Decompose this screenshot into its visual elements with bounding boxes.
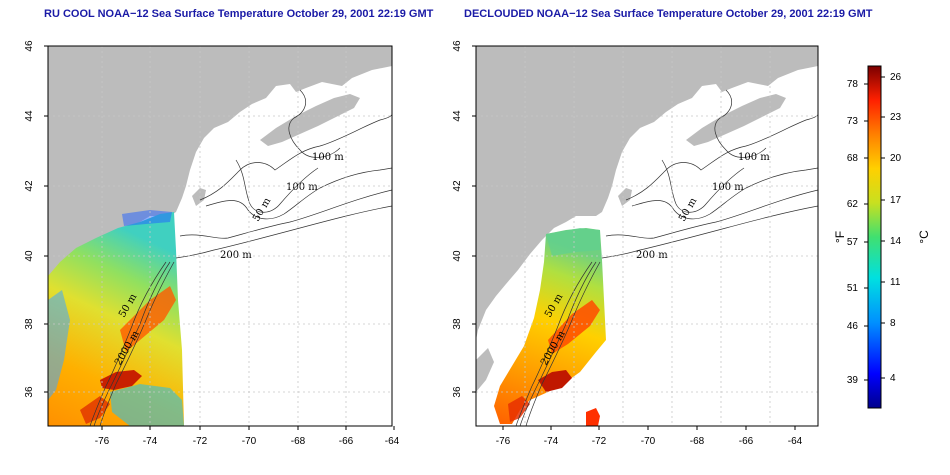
celsius-tick-label: 8 — [890, 318, 896, 329]
right-land-mass — [476, 46, 818, 340]
left-panel-title: RU COOL NOAA−12 Sea Surface Temperature … — [44, 8, 434, 20]
fahrenheit-tick-label: 73 — [847, 116, 859, 127]
fahrenheit-tick-label: 51 — [847, 283, 859, 294]
left-y-tick-label: 40 — [24, 250, 35, 262]
right-sst-field — [494, 228, 606, 424]
right-x-tick-label: -64 — [788, 436, 803, 447]
left-sst-cold-west — [48, 290, 70, 400]
right-sst-warm-south — [586, 408, 600, 426]
right-y-tick-label: 38 — [452, 318, 463, 330]
celsius-tick-label: 20 — [890, 153, 902, 164]
right-y-tick-label: 46 — [452, 40, 463, 52]
right-y-tick-label: 40 — [452, 250, 463, 262]
right-y-tick-label: 42 — [452, 180, 463, 192]
right-x-tick-label: -68 — [690, 436, 705, 447]
left-y-tick-label: 42 — [24, 180, 35, 192]
fahrenheit-tick-label: 57 — [847, 237, 859, 248]
left-nova-scotia — [260, 94, 360, 146]
left-cape-cod — [192, 188, 206, 206]
right-grid-lines — [476, 46, 818, 426]
left-x-tick-label: -76 — [95, 436, 110, 447]
celsius-tick-label: 26 — [890, 72, 902, 83]
fahrenheit-unit-label: °F — [833, 231, 847, 243]
celsius-tick-label: 11 — [890, 277, 901, 288]
celsius-tick-label: 4 — [890, 373, 896, 384]
fahrenheit-tick-label: 78 — [847, 79, 859, 90]
right-x-axis — [502, 426, 796, 430]
right-y-axis — [472, 45, 476, 393]
left-isobaths — [89, 89, 393, 427]
left-sst-warm-south — [80, 396, 110, 424]
left-y-tick-label: 38 — [24, 318, 35, 330]
right-map-panel: 100 m 100 m 50 m 200 m 50 m 2000 m — [452, 40, 819, 447]
right-isobaths — [515, 89, 819, 427]
right-nova-scotia — [686, 94, 786, 146]
right-x-tick-label: -74 — [544, 436, 559, 447]
right-land-south — [476, 348, 494, 392]
right-panel-title: DECLOUDED NOAA−12 Sea Surface Temperatur… — [464, 8, 873, 20]
left-sst-coast-blue — [122, 210, 172, 226]
celsius-unit-label: °C — [917, 230, 931, 244]
left-contour-label: 100 m — [286, 182, 318, 193]
right-cape-cod — [618, 188, 632, 206]
left-land-mass — [48, 46, 392, 340]
right-contour-label: 100 m — [712, 182, 744, 193]
left-y-tick-label: 46 — [24, 40, 35, 52]
left-x-axis — [101, 426, 395, 430]
celsius-tick-label: 23 — [890, 112, 902, 123]
right-x-tick-label: -72 — [592, 436, 607, 447]
fahrenheit-tick-label: 68 — [847, 153, 859, 164]
left-map-frame — [47, 45, 393, 427]
fahrenheit-tick-label: 62 — [847, 199, 859, 210]
left-map-panel: 100 m 100 m 50 m 200 m 50 m 2000 m — [24, 40, 400, 447]
left-x-tick-label: -64 — [385, 436, 400, 447]
right-map-frame — [475, 45, 819, 427]
left-sst-warm-tongue — [120, 286, 176, 352]
left-grid-lines — [48, 46, 392, 426]
fahrenheit-tick-label: 46 — [847, 321, 859, 332]
right-contour-label: 100 m — [738, 152, 770, 163]
celsius-tick-label: 17 — [890, 195, 902, 206]
right-y-tick-label: 44 — [452, 110, 463, 122]
right-x-tick-label: -66 — [739, 436, 754, 447]
left-sst-cold-south — [110, 384, 184, 426]
left-x-tick-label: -72 — [193, 436, 208, 447]
right-x-tick-label: -70 — [641, 436, 656, 447]
celsius-tick-label: 14 — [890, 236, 902, 247]
left-x-tick-label: -70 — [242, 436, 257, 447]
temperature-colorbar: 78 73 68 62 57 51 46 39 26 23 20 17 14 1… — [833, 65, 931, 409]
right-sst-north-green — [546, 228, 600, 256]
right-x-tick-label: -76 — [496, 436, 511, 447]
right-contour-label: 200 m — [636, 250, 668, 261]
left-y-tick-label: 44 — [24, 110, 35, 122]
left-x-tick-label: -74 — [143, 436, 158, 447]
colorbar-gradient — [867, 65, 882, 409]
right-y-tick-label: 36 — [452, 386, 463, 398]
left-sst-warm-core — [100, 370, 142, 390]
right-sst-warm-southwest — [508, 396, 530, 422]
left-x-tick-label: -66 — [339, 436, 354, 447]
left-x-tick-label: -68 — [291, 436, 306, 447]
left-contour-label: 100 m — [312, 152, 344, 163]
left-y-axis — [44, 45, 48, 393]
left-y-tick-label: 36 — [24, 386, 35, 398]
fahrenheit-tick-label: 39 — [847, 375, 859, 386]
left-contour-label: 200 m — [220, 250, 252, 261]
